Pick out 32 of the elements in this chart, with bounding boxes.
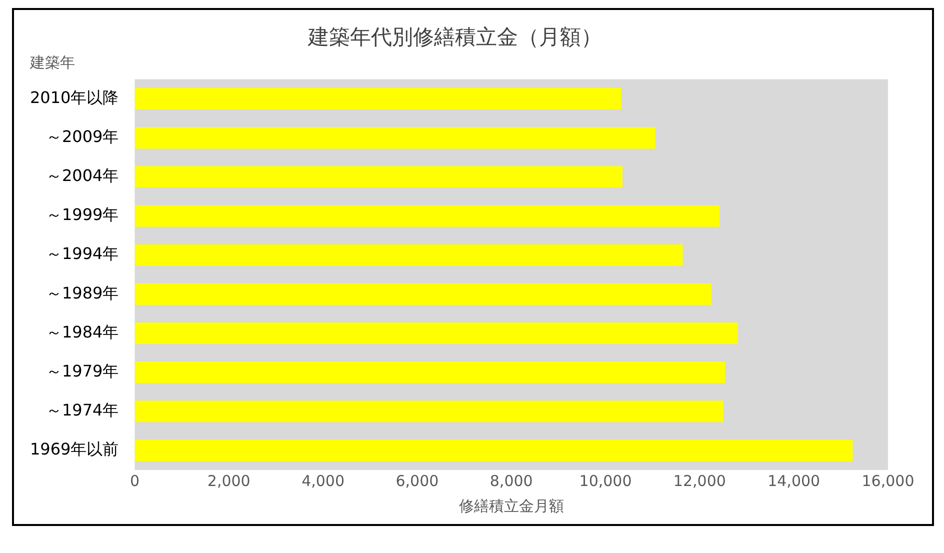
bar bbox=[134, 166, 622, 188]
bar bbox=[134, 88, 622, 110]
y-tick-label: ～1999年 bbox=[46, 205, 119, 224]
x-tick-label: 10,000 bbox=[579, 472, 632, 490]
x-tick-label: 4,000 bbox=[302, 472, 345, 490]
x-tick-label: 0 bbox=[130, 472, 140, 490]
x-axis-title: 修繕積立金月額 bbox=[458, 496, 564, 515]
bar bbox=[134, 205, 720, 227]
bar bbox=[134, 127, 656, 149]
y-tick-label: ～1984年 bbox=[46, 322, 119, 342]
x-tick-label: 14,000 bbox=[768, 472, 820, 490]
y-tick-label: ～1979年 bbox=[46, 361, 119, 380]
y-tick-label: ～1989年 bbox=[46, 283, 119, 302]
y-tick-label: ～1994年 bbox=[46, 244, 119, 264]
y-tick-label: ～1974年 bbox=[46, 400, 119, 420]
bar bbox=[134, 244, 683, 266]
bar bbox=[134, 440, 853, 462]
y-tick-label: 2010年以降 bbox=[30, 88, 119, 107]
x-tick-label: 16,000 bbox=[862, 472, 914, 490]
bar bbox=[134, 322, 738, 344]
chart-title: 建築年代別修繕積立金（月額） bbox=[307, 25, 602, 50]
y-tick-label: 1969年以前 bbox=[30, 440, 119, 459]
y-tick-label: ～2004年 bbox=[46, 166, 119, 186]
y-axis-title: 建築年 bbox=[29, 54, 75, 72]
bar bbox=[134, 283, 712, 305]
y-tick-label: ～2009年 bbox=[46, 126, 119, 146]
x-tick-label: 6,000 bbox=[396, 472, 439, 490]
x-tick-label: 2,000 bbox=[207, 472, 250, 490]
x-tick-label: 12,000 bbox=[673, 472, 726, 490]
x-tick-label: 8,000 bbox=[490, 472, 533, 490]
bar bbox=[134, 400, 724, 422]
bar bbox=[134, 362, 726, 384]
